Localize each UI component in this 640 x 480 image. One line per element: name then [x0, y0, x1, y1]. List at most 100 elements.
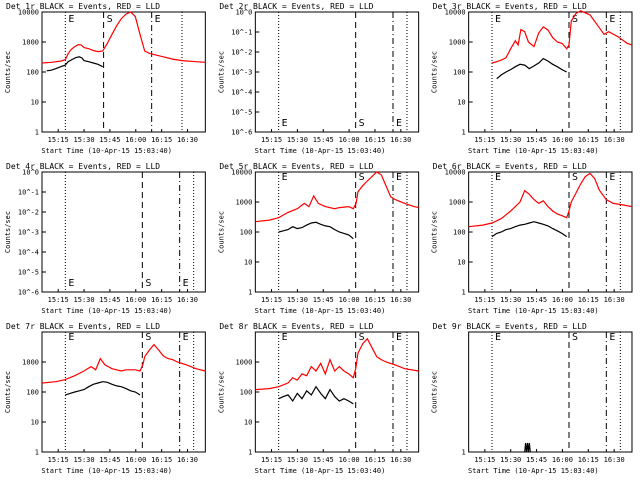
y-tick-label: 10000: [445, 9, 466, 17]
y-tick-label: 10: [457, 99, 465, 107]
x-tick-label: 15:30: [74, 136, 95, 144]
x-axis-label: Start Time (10-Apr-15 15:03:40): [255, 467, 386, 475]
y-tick-label: 10^-1: [231, 29, 252, 37]
event-marker-label: S: [145, 332, 151, 343]
event-marker-label: S: [145, 278, 151, 289]
y-tick-label: 100: [453, 69, 466, 77]
x-axis-label: Start Time (10-Apr-15 15:03:40): [468, 467, 599, 475]
series-line-lld: [41, 11, 206, 64]
x-tick-label: 16:00: [339, 296, 360, 304]
y-tick-label: 10^-4: [231, 89, 252, 97]
y-axis-label: Counts/sec: [217, 371, 225, 413]
event-marker-label: E: [282, 118, 288, 129]
y-tick-label: 100: [240, 389, 253, 397]
x-tick-label: 16:15: [364, 296, 385, 304]
y-axis-label: Counts/sec: [4, 211, 12, 253]
y-axis-label: Counts/sec: [217, 51, 225, 93]
x-tick-label: 16:00: [552, 456, 573, 464]
y-axis-label: Counts/sec: [4, 371, 12, 413]
y-axis-label: Counts/sec: [217, 211, 225, 253]
event-marker-label: E: [495, 172, 501, 183]
x-tick-label: 15:30: [287, 296, 308, 304]
x-tick-label: 16:30: [177, 136, 198, 144]
x-tick-label: 15:45: [99, 456, 120, 464]
y-tick-label: 10: [31, 419, 39, 427]
event-marker-label: E: [155, 14, 161, 25]
series-line-events: [491, 221, 568, 238]
series-line-events: [46, 56, 103, 72]
x-tick-label: 15:45: [526, 456, 547, 464]
y-tick-label: 10^-4: [18, 249, 39, 257]
x-tick-label: 15:30: [500, 296, 521, 304]
y-tick-label: 10^-5: [18, 269, 39, 277]
plot-frame: [41, 331, 206, 453]
y-tick-label: 10: [244, 259, 252, 267]
event-marker-label: E: [495, 14, 501, 25]
chart-title: Det 8r BLACK = Events, RED = LLD: [219, 322, 373, 331]
y-tick-label: 10^-3: [231, 69, 252, 77]
x-tick-label: 16:15: [578, 136, 599, 144]
x-tick-label: 16:30: [390, 296, 411, 304]
y-tick-label: 10^0: [22, 169, 39, 177]
x-axis-label: Start Time (10-Apr-15 15:03:40): [255, 147, 386, 155]
y-tick-label: 10000: [445, 169, 466, 177]
x-tick-label: 16:15: [151, 456, 172, 464]
x-tick-label: 15:45: [313, 296, 334, 304]
x-tick-label: 15:30: [287, 456, 308, 464]
series-line-events: [278, 221, 354, 240]
y-tick-label: 10^-6: [231, 129, 252, 137]
x-axis-label: Start Time (10-Apr-15 15:03:40): [41, 467, 172, 475]
x-tick-label: 16:30: [177, 296, 198, 304]
y-tick-label: 1000: [22, 359, 39, 367]
y-axis-label: Counts/sec: [431, 51, 439, 93]
event-marker-label: E: [396, 332, 402, 343]
y-tick-label: 1: [35, 129, 39, 137]
event-marker-label: E: [282, 332, 288, 343]
x-tick-label: 15:30: [500, 456, 521, 464]
x-tick-label: 16:00: [125, 136, 146, 144]
y-tick-label: 10^0: [235, 9, 252, 17]
chart-title: Det 1r BLACK = Events, RED = LLD: [6, 2, 160, 11]
x-tick-label: 15:15: [474, 136, 495, 144]
event-marker-label: E: [396, 118, 402, 129]
y-tick-label: 1: [461, 449, 465, 457]
y-tick-label: 10: [457, 259, 465, 267]
x-tick-label: 15:15: [474, 456, 495, 464]
plot-frame: [468, 171, 633, 293]
event-marker-label: S: [359, 118, 365, 129]
chart-title: Det 6r BLACK = Events, RED = LLD: [433, 162, 587, 171]
y-tick-label: 10: [244, 419, 252, 427]
x-tick-label: 15:30: [74, 456, 95, 464]
y-tick-label: 1: [35, 449, 39, 457]
x-axis-label: Start Time (10-Apr-15 15:03:40): [468, 147, 599, 155]
event-marker-label: S: [572, 332, 578, 343]
x-tick-label: 16:30: [177, 456, 198, 464]
x-axis-label: Start Time (10-Apr-15 15:03:40): [255, 307, 386, 315]
event-marker-label: E: [183, 332, 189, 343]
event-marker-label: E: [68, 278, 74, 289]
x-tick-label: 16:00: [339, 456, 360, 464]
x-tick-label: 16:15: [578, 456, 599, 464]
y-tick-label: 1: [461, 129, 465, 137]
y-tick-label: 1000: [449, 199, 466, 207]
event-marker-label: E: [609, 332, 615, 343]
plot-frame: [468, 11, 633, 133]
chart-title: Det 3r BLACK = Events, RED = LLD: [433, 2, 587, 11]
x-tick-label: 16:30: [390, 456, 411, 464]
series-line-lld: [468, 172, 633, 228]
x-tick-label: 16:15: [151, 296, 172, 304]
chart-title: Det 5r BLACK = Events, RED = LLD: [219, 162, 373, 171]
x-tick-label: 15:45: [99, 136, 120, 144]
y-axis-label: Counts/sec: [4, 51, 12, 93]
event-marker-label: E: [183, 278, 189, 289]
y-axis-label: Counts/sec: [431, 371, 439, 413]
x-tick-label: 15:15: [261, 456, 282, 464]
event-marker-label: E: [68, 14, 74, 25]
series-line-events: [496, 57, 567, 80]
